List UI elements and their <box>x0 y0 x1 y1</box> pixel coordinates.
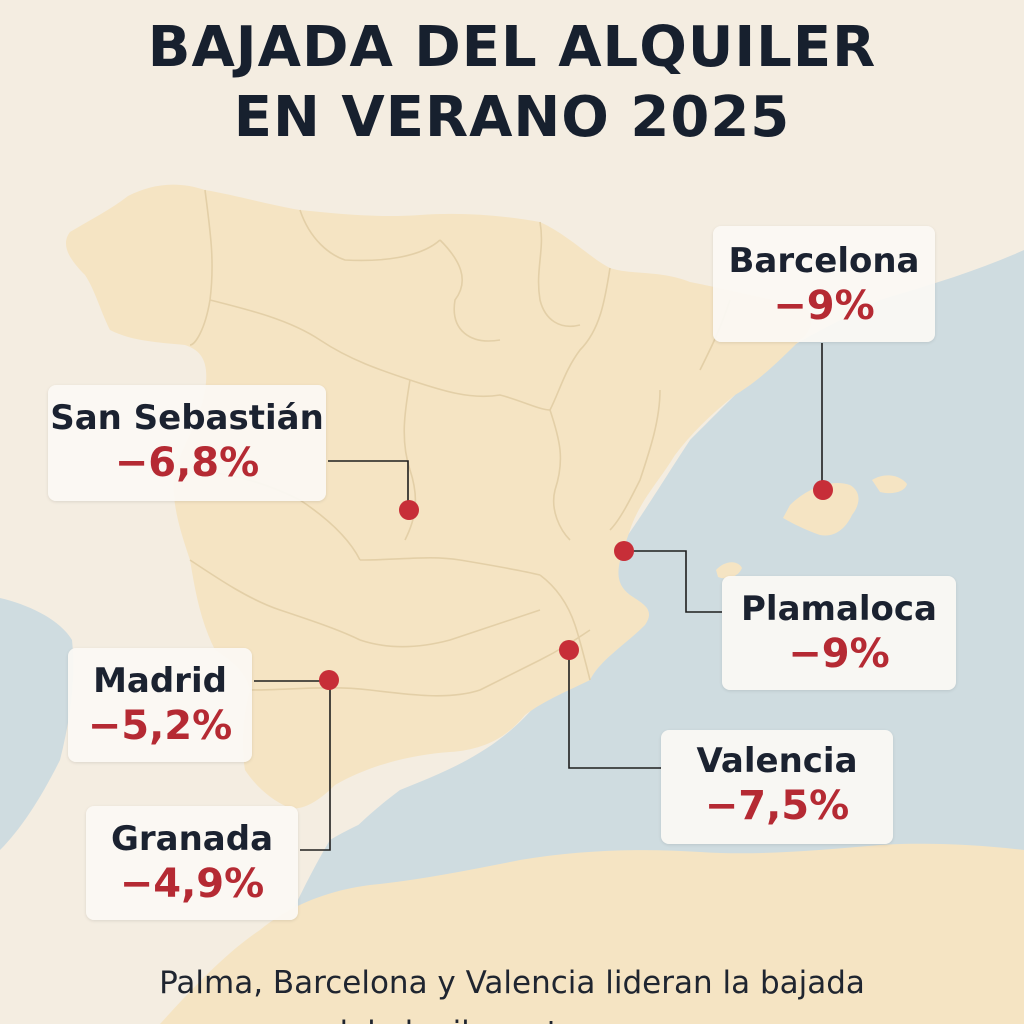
callout-city: Valencia <box>696 741 858 781</box>
callout-value: −7,5% <box>704 783 850 829</box>
regional-borders <box>174 189 731 697</box>
menorca-island <box>872 475 907 494</box>
callout-city: Granada <box>110 819 274 859</box>
callout-granada: Granada −4,9% <box>86 806 298 920</box>
callout-value: −6,8% <box>114 440 260 486</box>
caption: Palma, Barcelona y Valencia lideran la b… <box>0 958 1024 1024</box>
caption-line-2: del alquiler este verano <box>0 1008 1024 1024</box>
callout-plamaloca: Plamaloca −9% <box>722 576 956 690</box>
callout-city: Madrid <box>93 661 227 701</box>
caption-line-1: Palma, Barcelona y Valencia lideran la b… <box>159 965 865 1001</box>
atlantic-ocean <box>0 598 74 850</box>
san-sebastian-connector <box>328 460 409 510</box>
barcelona-marker[interactable] <box>813 480 833 500</box>
madrid-marker[interactable] <box>319 670 339 690</box>
valencia-connector <box>568 651 661 769</box>
callout-value: −9% <box>773 283 875 329</box>
africa-coast <box>160 843 1024 1024</box>
granada-connector <box>300 681 331 851</box>
callout-city: Plamaloca <box>741 589 937 629</box>
spain-land <box>65 184 812 809</box>
callout-san-sebastian: San Sebastián −6,8% <box>48 385 326 501</box>
callout-value: −9% <box>788 631 890 677</box>
plamaloca-connector <box>624 550 722 613</box>
callout-value: −4,9% <box>119 861 265 907</box>
connector-lines <box>254 343 823 851</box>
callout-madrid: Madrid −5,2% <box>68 648 252 762</box>
mallorca-island <box>783 482 859 536</box>
callout-value: −5,2% <box>87 703 233 749</box>
callout-barcelona: Barcelona −9% <box>713 226 935 342</box>
markers <box>319 480 833 690</box>
callout-city: Barcelona <box>728 241 920 281</box>
callout-valencia: Valencia −7,5% <box>661 730 893 844</box>
plamaloca-marker[interactable] <box>614 541 634 561</box>
callout-city: San Sebastián <box>50 398 324 438</box>
map-title-line-1: BAJADA DEL ALQUILER <box>147 15 877 80</box>
valencia-marker[interactable] <box>559 640 579 660</box>
map-title-line-2: EN VERANO 2025 <box>233 85 791 150</box>
san-sebastian-marker[interactable] <box>399 500 419 520</box>
ibiza-island <box>716 562 742 579</box>
